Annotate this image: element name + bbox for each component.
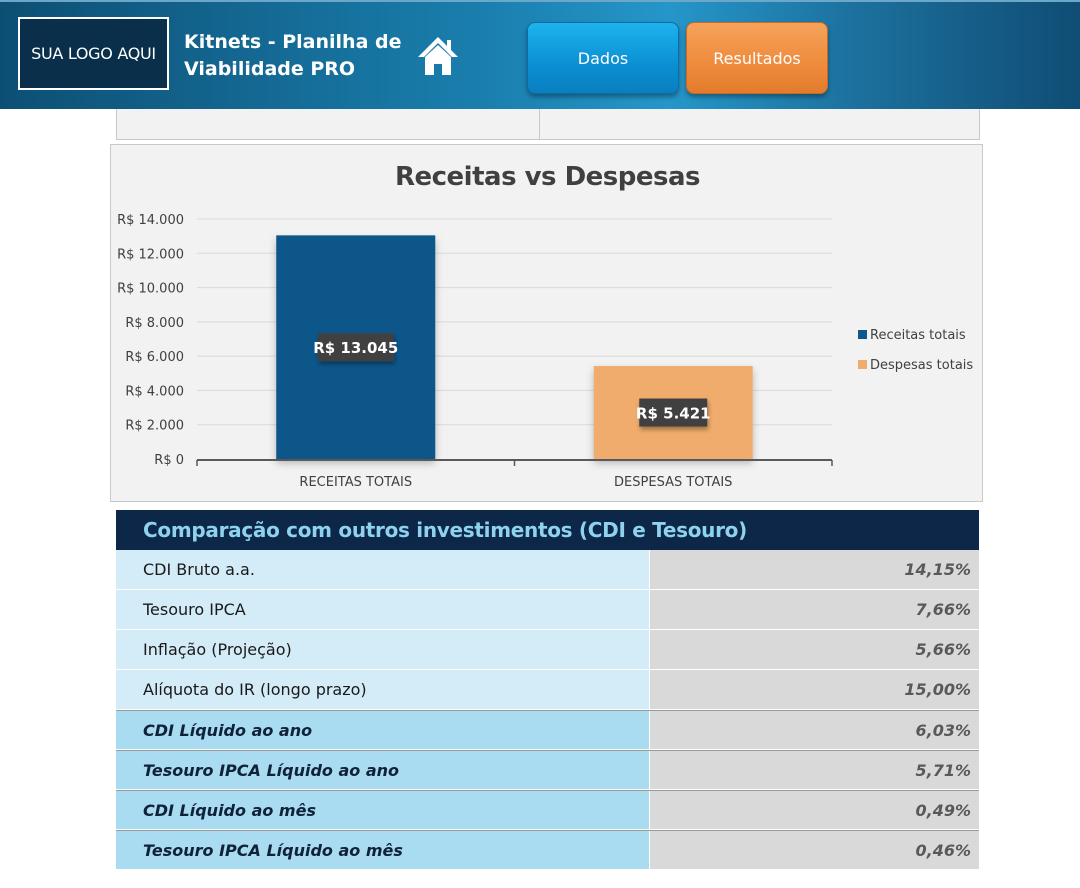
table-row: Tesouro IPCA 7,66% — [116, 590, 979, 630]
y-tick-label: R$ 0 — [154, 453, 184, 468]
table-row: CDI Bruto a.a. 14,15% — [116, 550, 979, 590]
y-tick-label: R$ 8.000 — [125, 316, 184, 331]
y-tick-label: R$ 2.000 — [125, 419, 184, 434]
table-row: Tesouro IPCA Líquido ao ano 5,71% — [116, 750, 979, 790]
data-label: R$ 13.045 — [313, 339, 398, 357]
chart-canvas: R$ 0 R$ 2.000 R$ 4.000 R$ 6.000 R$ 8.000 R$ 1… — [117, 213, 973, 490]
x-tick-label: DESPESAS TOTAIS — [614, 475, 732, 490]
row-value[interactable]: 7,66% — [649, 590, 979, 630]
x-tick-label: RECEITAS TOTAIS — [299, 475, 412, 490]
table-row: CDI Líquido ao ano 6,03% — [116, 710, 979, 750]
data-label-box — [317, 333, 394, 362]
row-label: Tesouro IPCA Líquido ao ano — [116, 751, 649, 790]
y-tick-label: R$ 12.000 — [117, 247, 184, 262]
row-label: Tesouro IPCA Líquido ao mês — [116, 831, 649, 870]
app-title-line1: Kitnets - Planilha de — [184, 31, 402, 53]
table-row: Tesouro IPCA Líquido ao mês 0,46% — [116, 830, 979, 870]
investment-comparison-table: Comparação com outros investimentos (CDI… — [116, 510, 979, 870]
row-value[interactable]: 15,00% — [649, 670, 979, 710]
logo-placeholder: SUA LOGO AQUI — [18, 17, 169, 90]
legend: Receitas totais Despesas totais — [858, 328, 973, 373]
row-value[interactable]: 0,49% — [649, 791, 979, 830]
resultados-button[interactable]: Resultados — [686, 22, 828, 94]
dados-button[interactable]: Dados — [527, 22, 679, 94]
comparison-title: Comparação com outros investimentos (CDI… — [116, 510, 979, 550]
legend-swatch — [858, 360, 867, 369]
data-label: R$ 5.421 — [636, 405, 711, 423]
row-label: Inflação (Projeção) — [116, 630, 649, 670]
y-tick-label: R$ 4.000 — [125, 384, 184, 399]
table-row: Alíquota do IR (longo prazo) 15,00% — [116, 670, 979, 710]
row-label: CDI Líquido ao mês — [116, 791, 649, 830]
table-row: CDI Líquido ao mês 0,49% — [116, 790, 979, 830]
row-label: Tesouro IPCA — [116, 590, 649, 630]
app-title-line2: Viabilidade PRO — [184, 58, 356, 80]
revenue-expense-chart: Receitas vs Despesas R$ 0 R$ 2.000 R$ 4.00… — [110, 144, 983, 502]
y-tick-label: R$ 14.000 — [117, 213, 184, 228]
row-value[interactable]: 14,15% — [649, 550, 979, 590]
x-axis-labels: RECEITAS TOTAIS DESPESAS TOTAIS — [299, 475, 732, 490]
row-label: CDI Líquido ao ano — [116, 711, 649, 750]
x-axis — [196, 459, 833, 466]
home-icon[interactable] — [416, 35, 460, 77]
row-value[interactable]: 5,71% — [649, 751, 979, 790]
row-value[interactable]: 0,46% — [649, 831, 979, 870]
data-label-box — [639, 398, 708, 427]
data-labels: R$ 13.045 R$ 5.421 — [313, 333, 711, 427]
legend-label: Despesas totais — [870, 358, 973, 373]
app-header: SUA LOGO AQUI Kitnets - Planilha de Viab… — [0, 0, 1080, 109]
app-title: Kitnets - Planilha de Viabilidade PRO — [184, 29, 409, 83]
row-label: CDI Bruto a.a. — [116, 550, 649, 590]
table-row: Inflação (Projeção) 5,66% — [116, 630, 979, 670]
legend-label: Receitas totais — [870, 328, 966, 343]
row-value[interactable]: 5,66% — [649, 630, 979, 670]
row-label: Alíquota do IR (longo prazo) — [116, 670, 649, 710]
row-value[interactable]: 6,03% — [649, 711, 979, 750]
table-divider — [539, 109, 540, 140]
y-tick-label: R$ 6.000 — [125, 350, 184, 365]
legend-swatch — [858, 330, 867, 339]
y-tick-label: R$ 10.000 — [117, 282, 184, 297]
previous-table-bottom — [116, 109, 980, 140]
y-axis-ticks: R$ 0 R$ 2.000 R$ 4.000 R$ 6.000 R$ 8.000 R$ 1… — [117, 213, 184, 468]
chart-title: Receitas vs Despesas — [394, 162, 701, 192]
